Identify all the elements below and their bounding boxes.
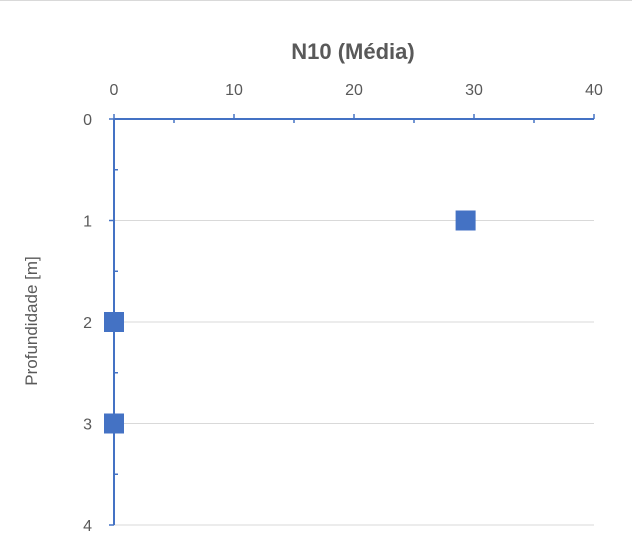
x-tick-labels: 0 10 20 30 40 — [110, 82, 603, 99]
y-tick-label: 0 — [83, 112, 92, 129]
y-axis-label: Profundidade [m] — [22, 256, 41, 385]
x-tick-label: 10 — [225, 82, 243, 99]
x-tick-label: 40 — [585, 82, 603, 99]
data-point — [104, 312, 124, 332]
data-point — [455, 210, 476, 231]
y-tick-label: 3 — [83, 417, 92, 434]
data-point — [104, 413, 124, 434]
y-tick-label: 2 — [83, 315, 92, 332]
chart-title: N10 (Média) — [291, 39, 414, 64]
data-points — [104, 210, 476, 434]
y-tick-label: 1 — [83, 214, 92, 231]
y-tick-label: 4 — [83, 518, 92, 535]
gridlines — [114, 220, 594, 526]
y-tick-labels: 0 1 2 3 4 — [83, 112, 92, 535]
x-tick-label: 0 — [110, 82, 119, 99]
x-tick-label: 20 — [345, 82, 363, 99]
axes — [109, 114, 595, 526]
x-tick-label: 30 — [465, 82, 483, 99]
